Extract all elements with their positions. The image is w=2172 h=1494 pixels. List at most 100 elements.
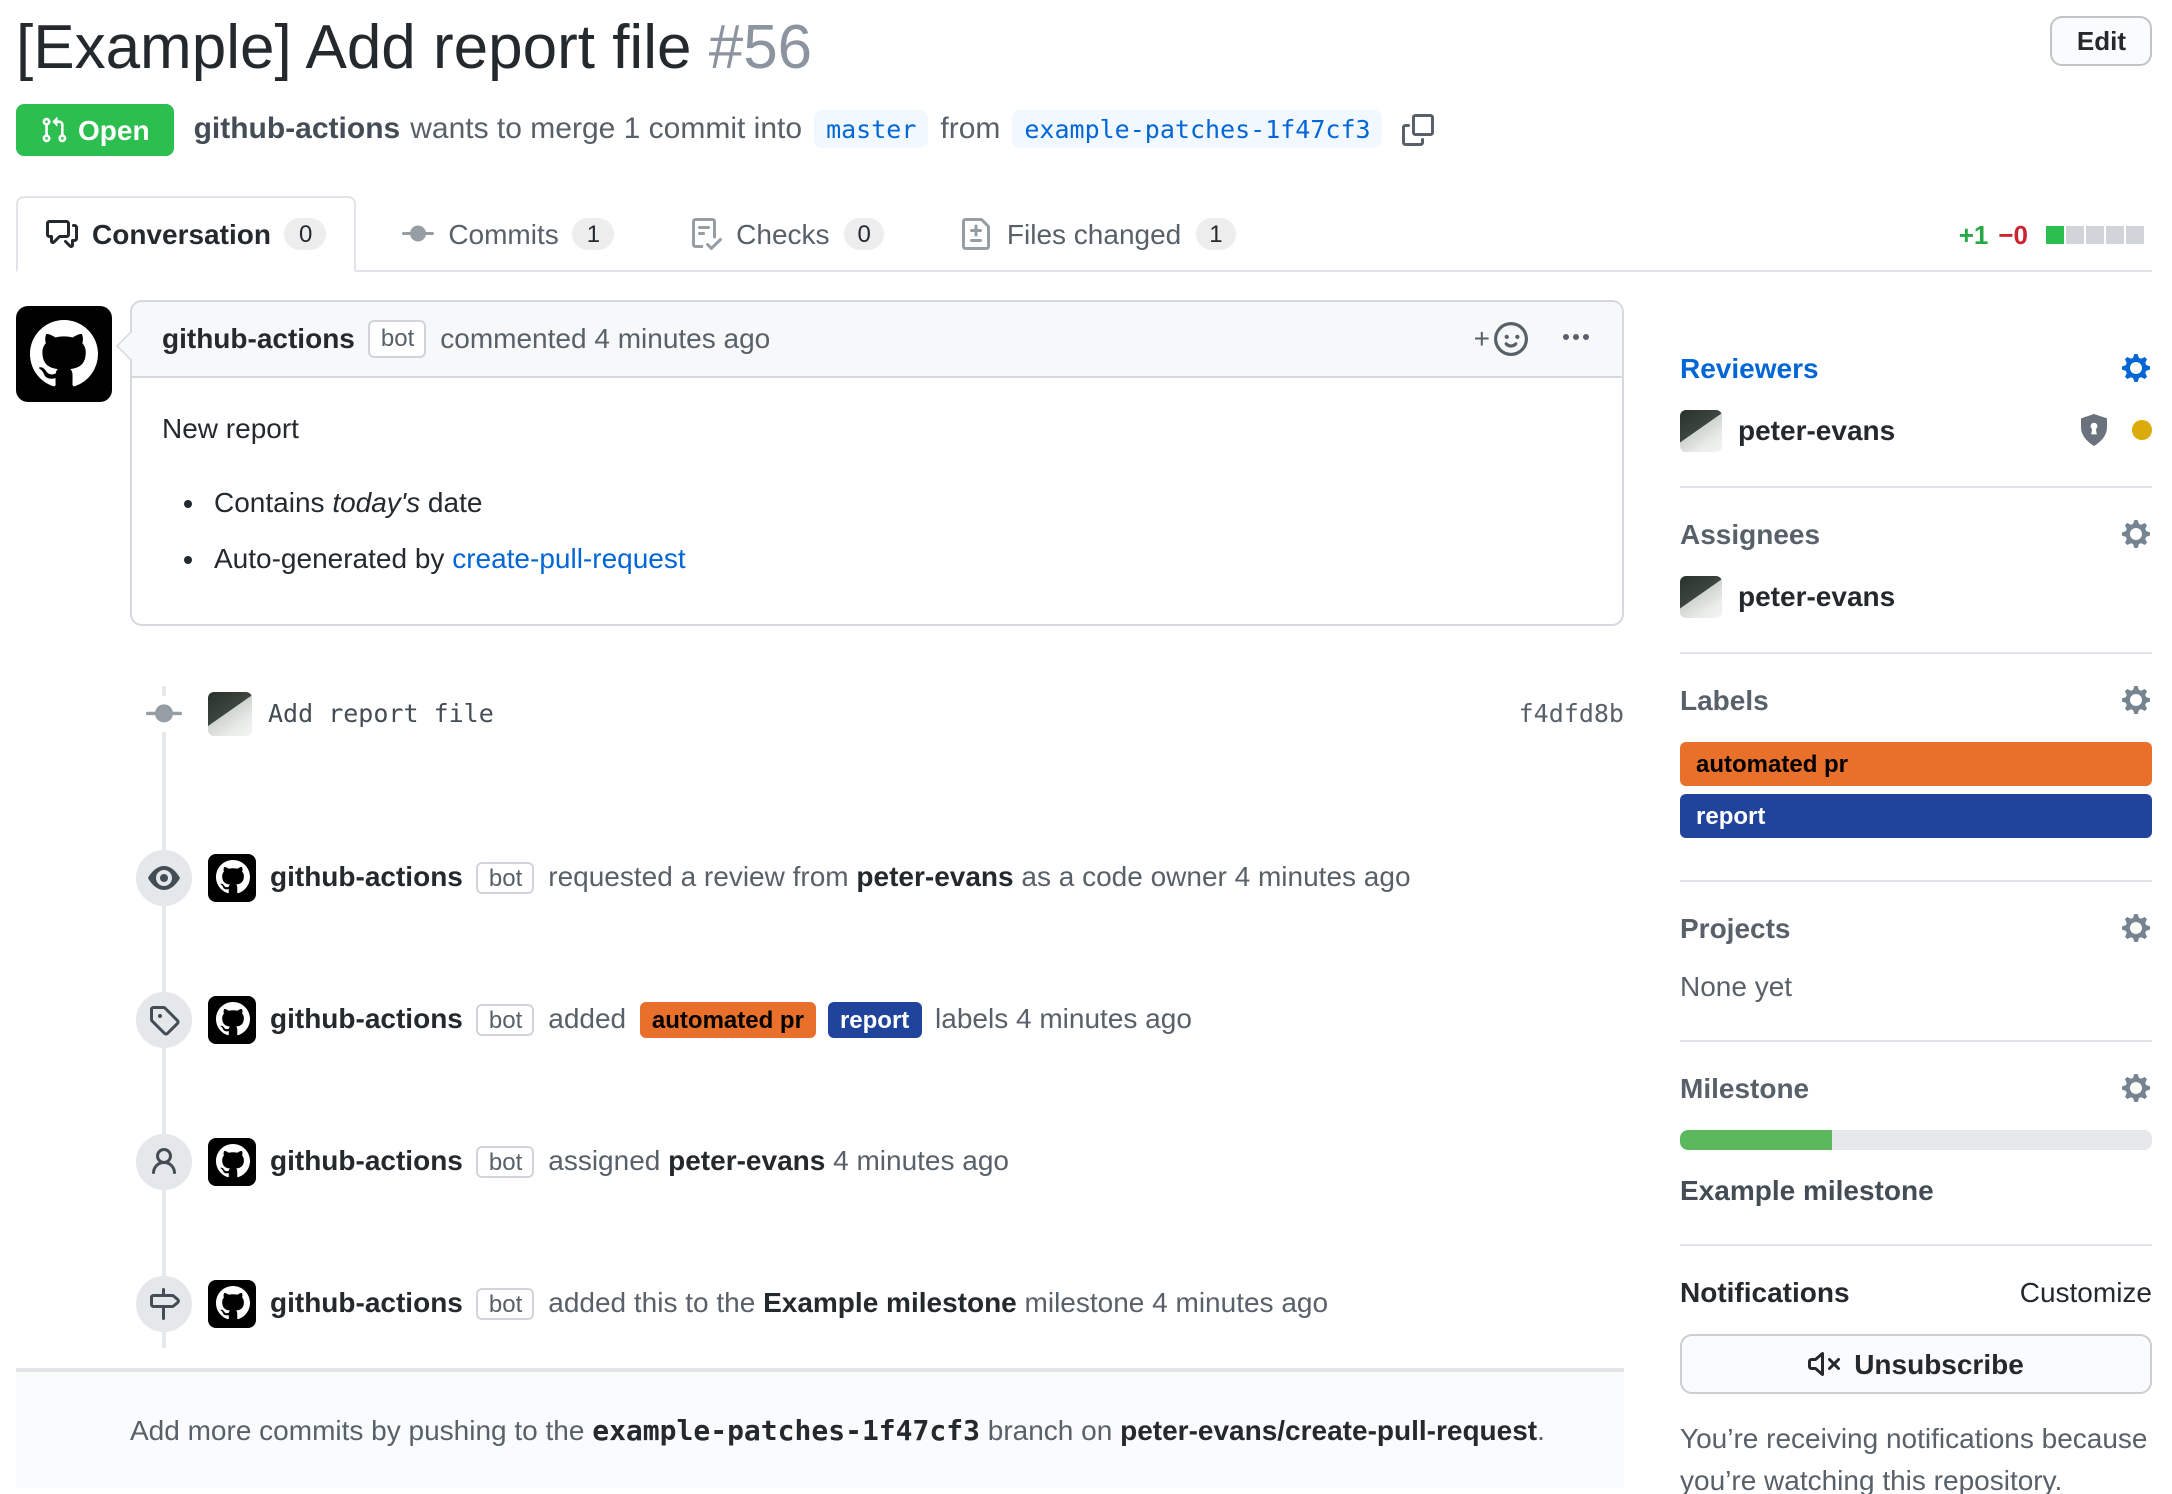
diffstat[interactable]: +1 −0 (1959, 219, 2144, 249)
timeline-event-assigned: github-actions bot assigned peter-evans 4 … (16, 1133, 1624, 1190)
page-title: [Example] Add report file #56 (16, 12, 1992, 83)
tab-commits[interactable]: Commits 1 (372, 195, 644, 271)
push-note-end: . (1537, 1413, 1545, 1446)
event-actor-avatar[interactable] (208, 1279, 256, 1328)
assignee-name-link[interactable]: peter-evans (1738, 580, 1896, 613)
event-actor-link[interactable]: github-actions (270, 1285, 463, 1318)
push-note-repo: peter-evans/create-pull-request (1120, 1413, 1538, 1446)
tab-counter: 1 (572, 217, 615, 250)
sidebar-section-assignees: Assignees peter-evans (1680, 487, 2152, 654)
pr-meta: Open github-actions wants to merge 1 com… (16, 103, 2152, 156)
gear-icon[interactable] (2120, 911, 2152, 943)
bullet1-pre: Contains (214, 485, 333, 518)
commit-author-avatar[interactable] (208, 691, 252, 736)
timeline-footer: Add more commits by pushing to the examp… (16, 1367, 1624, 1488)
event-timestamp-link[interactable]: 4 minutes ago (1152, 1285, 1329, 1318)
push-note-branch: example-patches-1f47cf3 (592, 1415, 980, 1448)
sidebar-label-automated-pr[interactable]: automated pr (1680, 741, 2152, 786)
assignees-heading: Assignees (1680, 517, 1821, 550)
state-label: Open (78, 113, 150, 146)
timeline-event-labeled: github-actions bot added automated pr repor… (16, 991, 1624, 1048)
copy-branch-icon[interactable] (1402, 113, 1435, 146)
assignee-row: peter-evans (1680, 575, 2152, 618)
add-reaction-button[interactable]: + (1474, 321, 1528, 356)
label-chip-automated-pr[interactable]: automated pr (639, 1001, 816, 1038)
sidebar-section-reviewers: Reviewers peter-evans (1680, 351, 2152, 488)
event-timestamp-link[interactable]: 4 minutes ago (833, 1143, 1009, 1176)
milestone-name-link[interactable]: Example milestone (1680, 1173, 1934, 1206)
gear-icon[interactable] (2120, 517, 2152, 549)
event-actor-avatar[interactable] (208, 1137, 256, 1186)
commit-row: Add report file f4dfd8b (16, 685, 1624, 741)
bot-badge: bot (368, 319, 427, 358)
label-chip-report[interactable]: report (827, 1001, 922, 1038)
pr-header: [Example] Add report file #56 Edit (16, 12, 2152, 83)
push-note: Add more commits by pushing to the examp… (130, 1413, 1624, 1447)
event-user-link[interactable]: peter-evans (856, 859, 1014, 892)
gear-icon[interactable] (2120, 683, 2152, 715)
tab-counter: 1 (1195, 217, 1237, 250)
base-branch-chip[interactable]: master (814, 110, 929, 149)
event-text: assigned (548, 1143, 669, 1176)
meta-author-link[interactable]: github-actions (193, 112, 401, 147)
assignee-avatar[interactable] (1680, 575, 1722, 618)
mute-icon (1808, 1347, 1841, 1379)
event-timestamp-link[interactable]: 4 minutes ago (1234, 859, 1411, 892)
reviewer-avatar[interactable] (1680, 409, 1722, 452)
event-actor-avatar[interactable] (208, 853, 256, 902)
tab-conversation[interactable]: Conversation 0 (16, 195, 357, 272)
commit-sha-link[interactable]: f4dfd8b (1518, 698, 1624, 729)
projects-heading: Projects (1680, 911, 1791, 944)
milestone-progress-bar (1680, 1129, 2152, 1150)
bullet1-italic: today's (332, 485, 421, 518)
gear-icon[interactable] (2120, 351, 2152, 383)
event-text: requested a review from (548, 859, 857, 892)
reviewer-name-link[interactable]: peter-evans (1738, 414, 1896, 447)
event-actor-link[interactable]: github-actions (270, 859, 463, 892)
person-icon (136, 1133, 192, 1190)
event-actor-link[interactable]: github-actions (270, 1001, 463, 1034)
state-badge: Open (16, 103, 174, 156)
sidebar-section-notifications: Notifications Customize Unsubscribe You’… (1680, 1245, 2152, 1494)
event-text: milestone (1016, 1285, 1153, 1318)
tab-checks[interactable]: Checks 0 (660, 195, 915, 271)
comment-intro: New report (162, 411, 299, 444)
event-text: as a code owner (1013, 859, 1235, 892)
commit-message-link[interactable]: Add report file (268, 698, 494, 729)
comment-bullet-1: Contains today's date (214, 481, 1592, 523)
sidebar-label-report[interactable]: report (1680, 793, 2152, 838)
event-milestone-link[interactable]: Example milestone (763, 1285, 1017, 1318)
gear-icon[interactable] (2120, 1071, 2152, 1103)
customize-link[interactable]: Customize (2019, 1275, 2152, 1308)
timeline-event-milestoned: github-actions bot added this to the Examp… (16, 1275, 1624, 1332)
pr-number: #56 (708, 12, 813, 82)
reviewer-row: peter-evans (1680, 409, 2152, 452)
event-text: labels (927, 1001, 1016, 1034)
tab-counter: 0 (284, 217, 327, 250)
reviewers-heading: Reviewers (1680, 351, 1819, 384)
event-timestamp-link[interactable]: 4 minutes ago (1016, 1001, 1192, 1034)
event-text: added (548, 1001, 634, 1034)
file-diff-icon (961, 217, 993, 250)
milestone-heading: Milestone (1680, 1071, 1810, 1104)
event-actor-link[interactable]: github-actions (270, 1143, 463, 1176)
checklist-icon (690, 217, 723, 250)
comment-timestamp-link[interactable]: 4 minutes ago (594, 322, 771, 355)
notifications-note: You’re receiving notifications because y… (1680, 1421, 2148, 1494)
github-actions-avatar[interactable] (16, 305, 112, 402)
diffstat-deletions: −0 (1998, 219, 2028, 250)
comment-author-link[interactable]: github-actions (162, 322, 355, 355)
event-actor-avatar[interactable] (208, 995, 256, 1044)
head-branch-chip[interactable]: example-patches-1f47cf3 (1012, 110, 1383, 149)
event-user-link[interactable]: peter-evans (668, 1143, 826, 1176)
edit-button[interactable]: Edit (2050, 16, 2152, 66)
kebab-menu-button[interactable] (1560, 322, 1592, 354)
unsubscribe-button[interactable]: Unsubscribe (1680, 1333, 2152, 1394)
bot-badge: bot (476, 861, 535, 894)
projects-empty-text: None yet (1680, 969, 1793, 1002)
pr-tabnav: Conversation 0 Commits 1 Checks 0 Files … (16, 195, 2152, 272)
create-pull-request-link[interactable]: create-pull-request (452, 541, 686, 574)
pr-title-text: [Example] Add report file (16, 12, 692, 82)
tab-files-changed[interactable]: Files changed 1 (931, 195, 1267, 271)
